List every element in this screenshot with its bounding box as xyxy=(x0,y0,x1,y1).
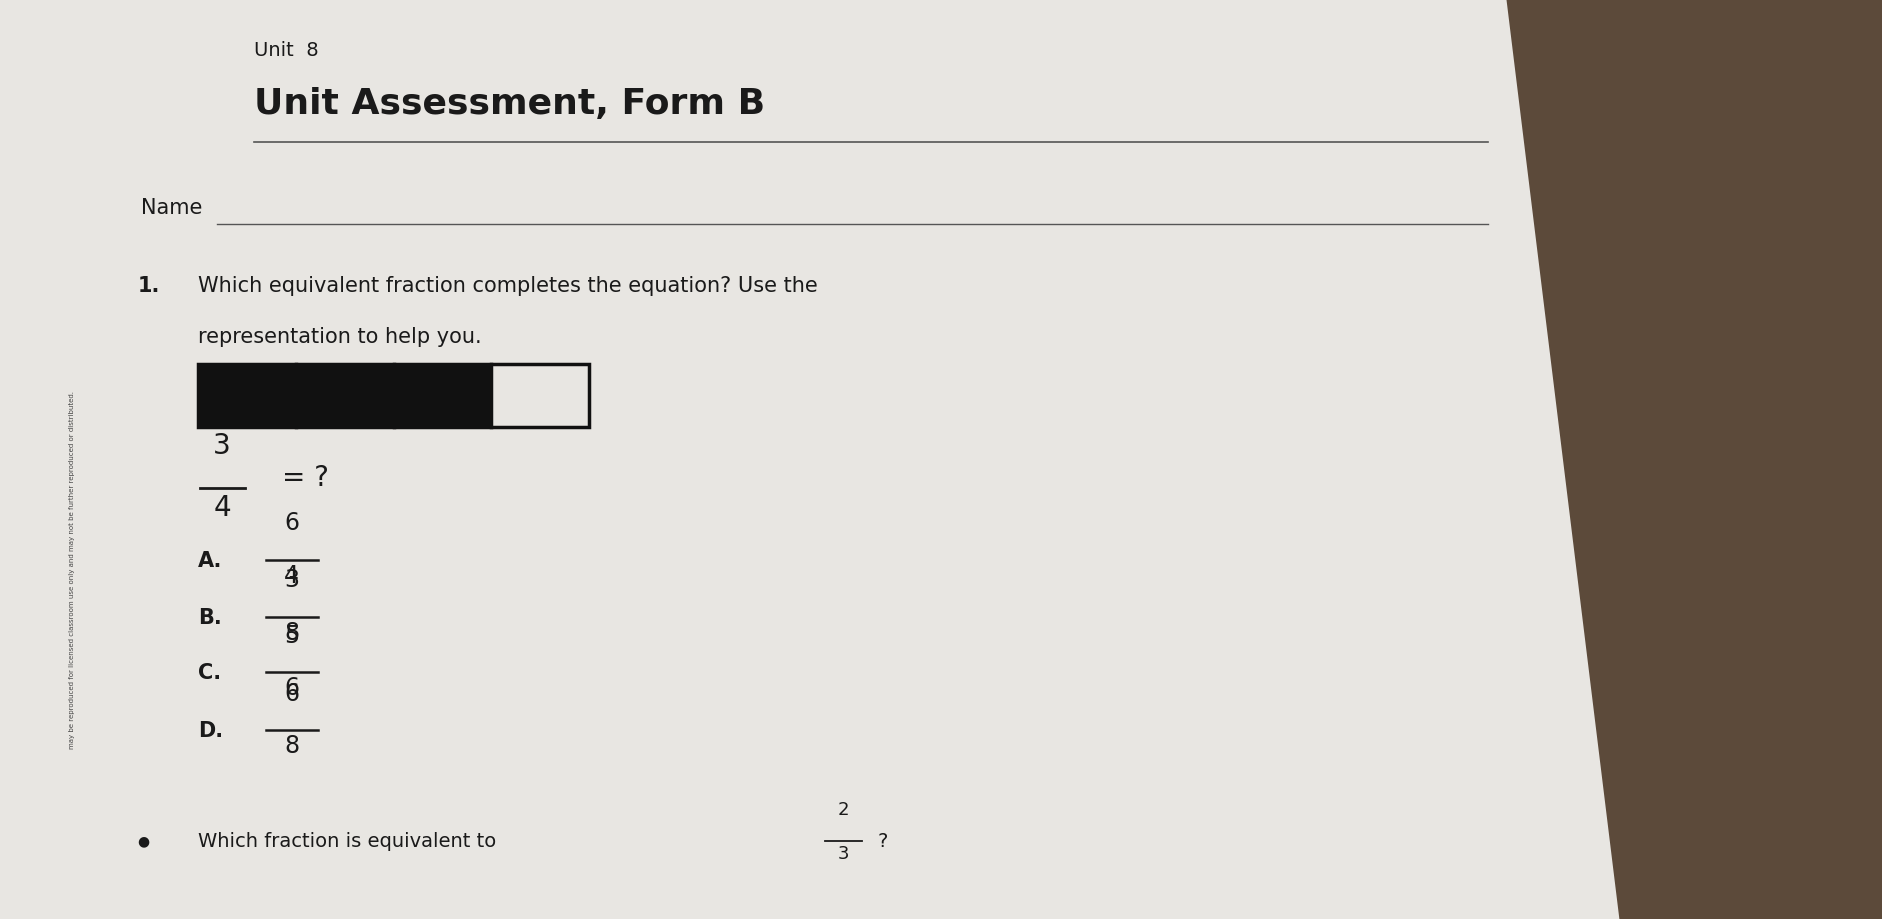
Text: 3: 3 xyxy=(837,844,849,862)
Text: Name: Name xyxy=(141,198,203,218)
Text: 3: 3 xyxy=(213,432,231,460)
Text: 6: 6 xyxy=(284,681,299,705)
Text: 1.: 1. xyxy=(137,276,160,296)
Text: = ?: = ? xyxy=(282,464,329,492)
Text: Which fraction is equivalent to: Which fraction is equivalent to xyxy=(198,832,495,850)
Text: B.: B. xyxy=(198,607,222,628)
Text: representation to help you.: representation to help you. xyxy=(198,326,482,346)
Text: 5: 5 xyxy=(284,623,299,647)
Bar xyxy=(393,365,491,427)
Bar xyxy=(491,365,589,427)
Bar xyxy=(295,365,393,427)
Text: 4: 4 xyxy=(284,563,299,587)
Text: 2: 2 xyxy=(837,800,849,818)
Text: 6: 6 xyxy=(284,675,299,699)
Text: 6: 6 xyxy=(284,511,299,535)
Text: Unit Assessment, Form B: Unit Assessment, Form B xyxy=(254,87,764,121)
Text: 3: 3 xyxy=(284,568,299,592)
Text: may be reproduced for licensed classroom use only and may not be further reprodu: may be reproduced for licensed classroom… xyxy=(68,391,75,749)
Text: D.: D. xyxy=(198,720,222,741)
Text: ?: ? xyxy=(877,832,888,850)
Text: 8: 8 xyxy=(284,733,299,757)
Text: ●: ● xyxy=(137,834,149,848)
Text: 8: 8 xyxy=(284,620,299,644)
Polygon shape xyxy=(0,0,1619,919)
Text: Unit  8: Unit 8 xyxy=(254,41,318,61)
Text: Which equivalent fraction completes the equation? Use the: Which equivalent fraction completes the … xyxy=(198,276,817,296)
Text: 4: 4 xyxy=(213,494,231,521)
Bar xyxy=(198,365,295,427)
Text: A.: A. xyxy=(198,550,222,571)
Text: C.: C. xyxy=(198,663,220,683)
